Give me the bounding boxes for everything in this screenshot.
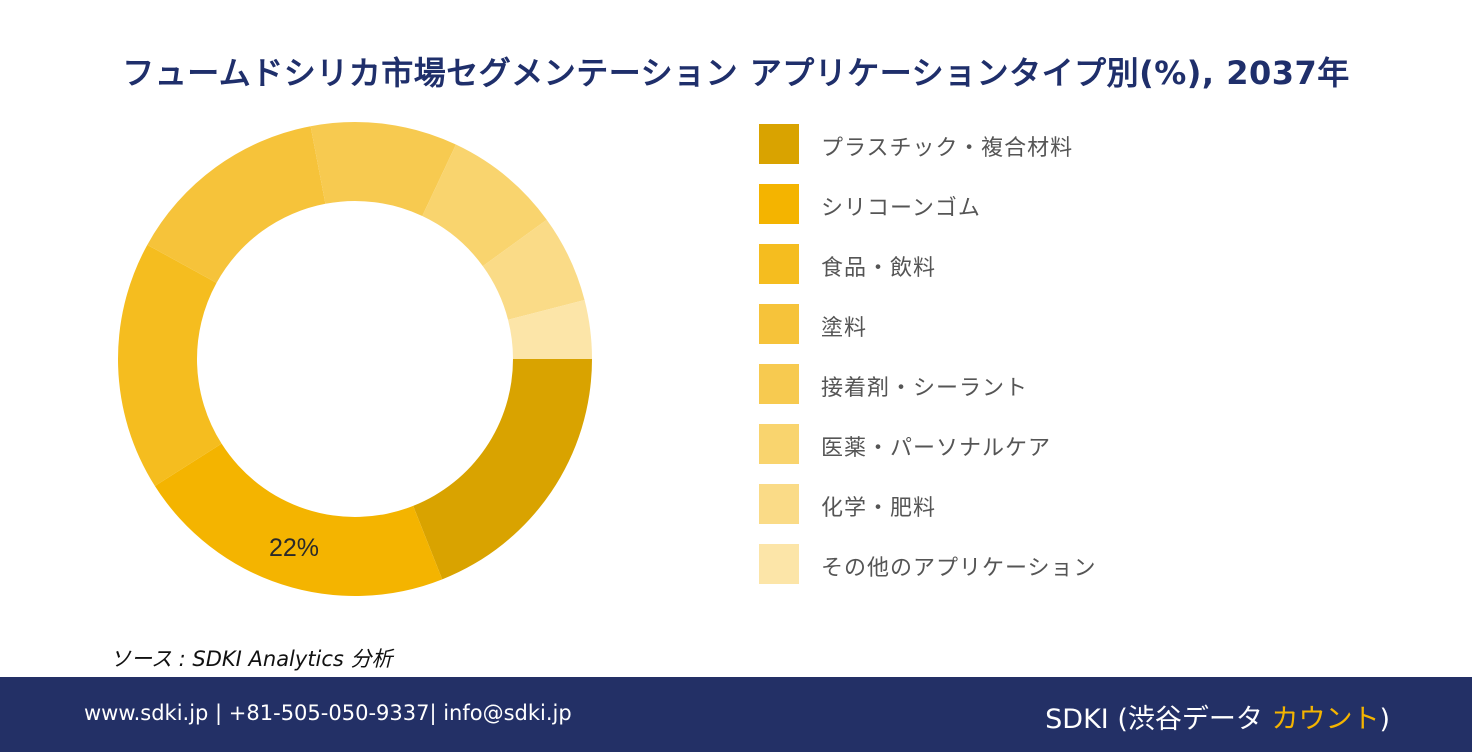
footer-contact: www.sdki.jp | +81-505-050-9337| info@sdk… <box>84 701 572 725</box>
legend-item: シリコーンゴム <box>759 184 1179 224</box>
legend-swatch <box>759 484 799 524</box>
slice-data-label: 22% <box>269 534 319 562</box>
legend-label: 医薬・パーソナルケア <box>821 436 1052 461</box>
donut-slice-7 <box>482 219 585 320</box>
donut-slice-5 <box>310 122 456 217</box>
legend-swatch <box>759 364 799 404</box>
legend-swatch <box>759 544 799 584</box>
legend-swatch <box>759 124 799 164</box>
legend-swatch <box>759 244 799 284</box>
legend-label: プラスチック・複合材料 <box>821 136 1074 161</box>
footer-brand: SDKI (渋谷データ カウント) <box>1045 697 1390 736</box>
donut-slice-2 <box>154 443 443 596</box>
donut-slice-8 <box>508 300 592 359</box>
legend-item: プラスチック・複合材料 <box>759 124 1179 164</box>
source-note: ソース : SDKI Analytics 分析 <box>110 647 393 671</box>
legend-swatch <box>759 424 799 464</box>
legend-swatch <box>759 184 799 224</box>
brand-suffix: ) <box>1379 704 1390 735</box>
legend-label: 化学・肥料 <box>821 496 937 521</box>
legend-label: 塗料 <box>821 316 868 341</box>
donut-slice-6 <box>422 144 547 267</box>
legend-item: 塗料 <box>759 304 1179 344</box>
chart-title: フュームドシリカ市場セグメンテーション アプリケーションタイプ別(%), 203… <box>122 54 1350 92</box>
donut-chart: 22% <box>118 122 592 596</box>
donut-slice-1 <box>413 359 592 580</box>
legend-item: その他のアプリケーション <box>759 544 1179 584</box>
brand-prefix: SDKI (渋谷データ <box>1045 704 1272 735</box>
brand-accent: カウント <box>1271 704 1380 735</box>
legend-label: 接着剤・シーラント <box>821 376 1029 401</box>
legend-item: 接着剤・シーラント <box>759 364 1179 404</box>
legend-item: 化学・肥料 <box>759 484 1179 524</box>
footer-bar: www.sdki.jp | +81-505-050-9337| info@sdk… <box>0 677 1472 752</box>
donut-slice-4 <box>147 126 326 283</box>
legend-label: その他のアプリケーション <box>821 556 1097 581</box>
legend-label: 食品・飲料 <box>821 256 937 281</box>
legend-item: 医薬・パーソナルケア <box>759 424 1179 464</box>
legend-label: シリコーンゴム <box>821 196 981 221</box>
legend-swatch <box>759 304 799 344</box>
donut-slice-3 <box>118 244 222 486</box>
legend-item: 食品・飲料 <box>759 244 1179 284</box>
